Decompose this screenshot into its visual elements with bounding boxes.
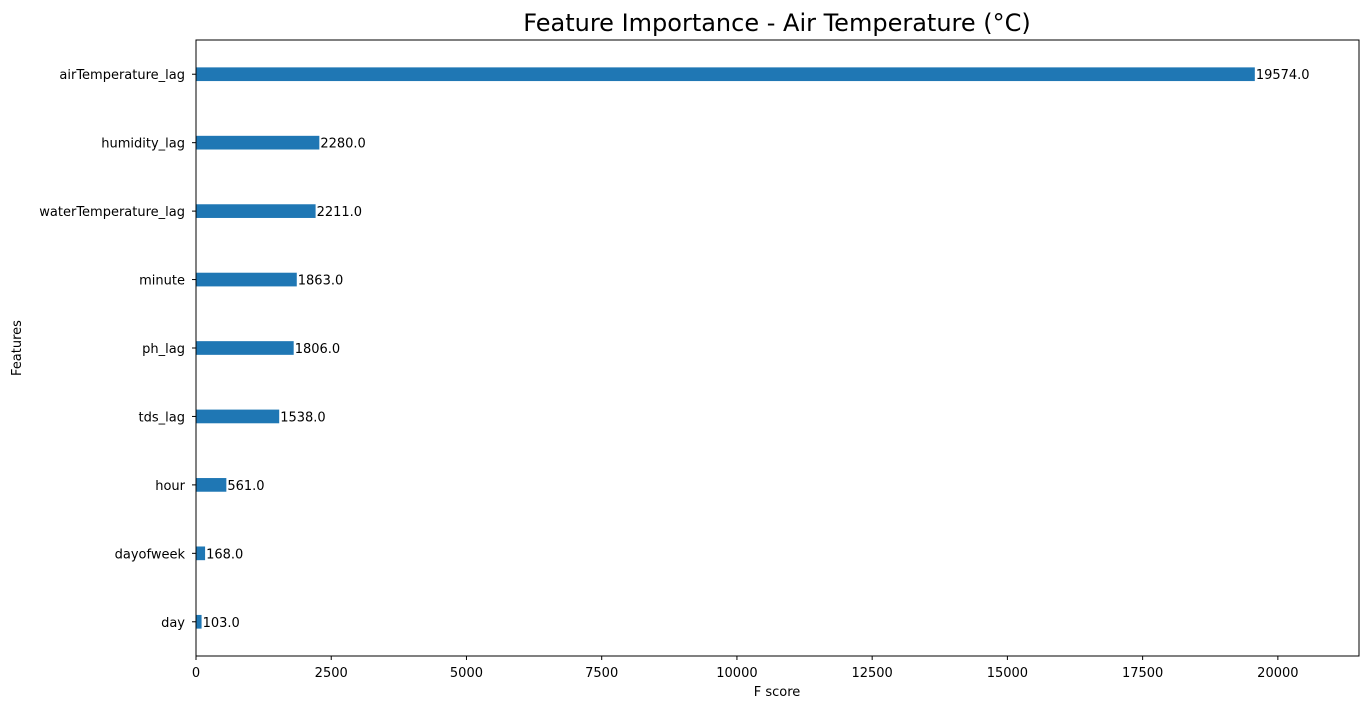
y-tick-label: hour: [155, 479, 185, 494]
y-tick-label: ph_lag: [142, 342, 185, 357]
x-tick-label: 0: [192, 666, 200, 681]
chart-title: Feature Importance - Air Temperature (°C…: [523, 9, 1031, 37]
bar-ph_lag: [196, 341, 294, 355]
y-axis: airTemperature_lag humidity_lag waterTempe…: [39, 68, 196, 631]
x-tick-label: 12500: [851, 666, 892, 681]
x-tick-label: 17500: [1122, 666, 1163, 681]
y-tick-label: humidity_lag: [101, 137, 185, 152]
x-tick-label: 20000: [1257, 666, 1298, 681]
bar-hour: [196, 478, 227, 492]
y-tick-label: tds_lag: [139, 410, 185, 425]
bar-dayofweek: [196, 546, 206, 561]
bar-airTemperature_lag: [196, 67, 1255, 82]
x-axis-label: F score: [754, 685, 801, 700]
x-tick-label: 7500: [585, 666, 618, 681]
x-tick-label: 2500: [315, 666, 348, 681]
bar-value-label: 1538.0: [280, 410, 326, 425]
y-tick-label: day: [161, 616, 185, 631]
y-tick-label: minute: [139, 274, 185, 289]
plot-frame: [195, 39, 1360, 657]
bar-value-label: 1806.0: [295, 342, 341, 357]
y-tick-label: dayofweek: [115, 547, 186, 562]
x-axis: 0 2500 5000 7500 10000 12500 15000 17500 20000: [192, 656, 1299, 681]
bar-value-label: 2211.0: [317, 205, 363, 220]
bar-minute: [196, 272, 297, 287]
y-tick-label: waterTemperature_lag: [39, 205, 185, 220]
bar-value-label: 168.0: [206, 547, 243, 562]
bar-tds_lag: [196, 409, 280, 424]
bar-value-label: 561.0: [227, 479, 264, 494]
x-tick-label: 5000: [450, 666, 483, 681]
x-tick-label: 10000: [716, 666, 757, 681]
bars-layer: 19574.0 2280.0 2211.0 1863.0 1806.0 1538.0 561…: [196, 67, 1310, 631]
bar-day: [196, 614, 202, 629]
bar-waterTemperature_lag: [196, 204, 316, 218]
x-tick-label: 15000: [987, 666, 1028, 681]
bar-value-label: 1863.0: [298, 274, 344, 289]
bar-value-label: 2280.0: [320, 137, 366, 152]
bar-value-label: 103.0: [203, 616, 240, 631]
bar-value-label: 19574.0: [1256, 68, 1310, 83]
bar-humidity_lag: [196, 135, 320, 150]
y-axis-label: Features: [10, 320, 25, 376]
y-tick-label: airTemperature_lag: [59, 68, 185, 83]
